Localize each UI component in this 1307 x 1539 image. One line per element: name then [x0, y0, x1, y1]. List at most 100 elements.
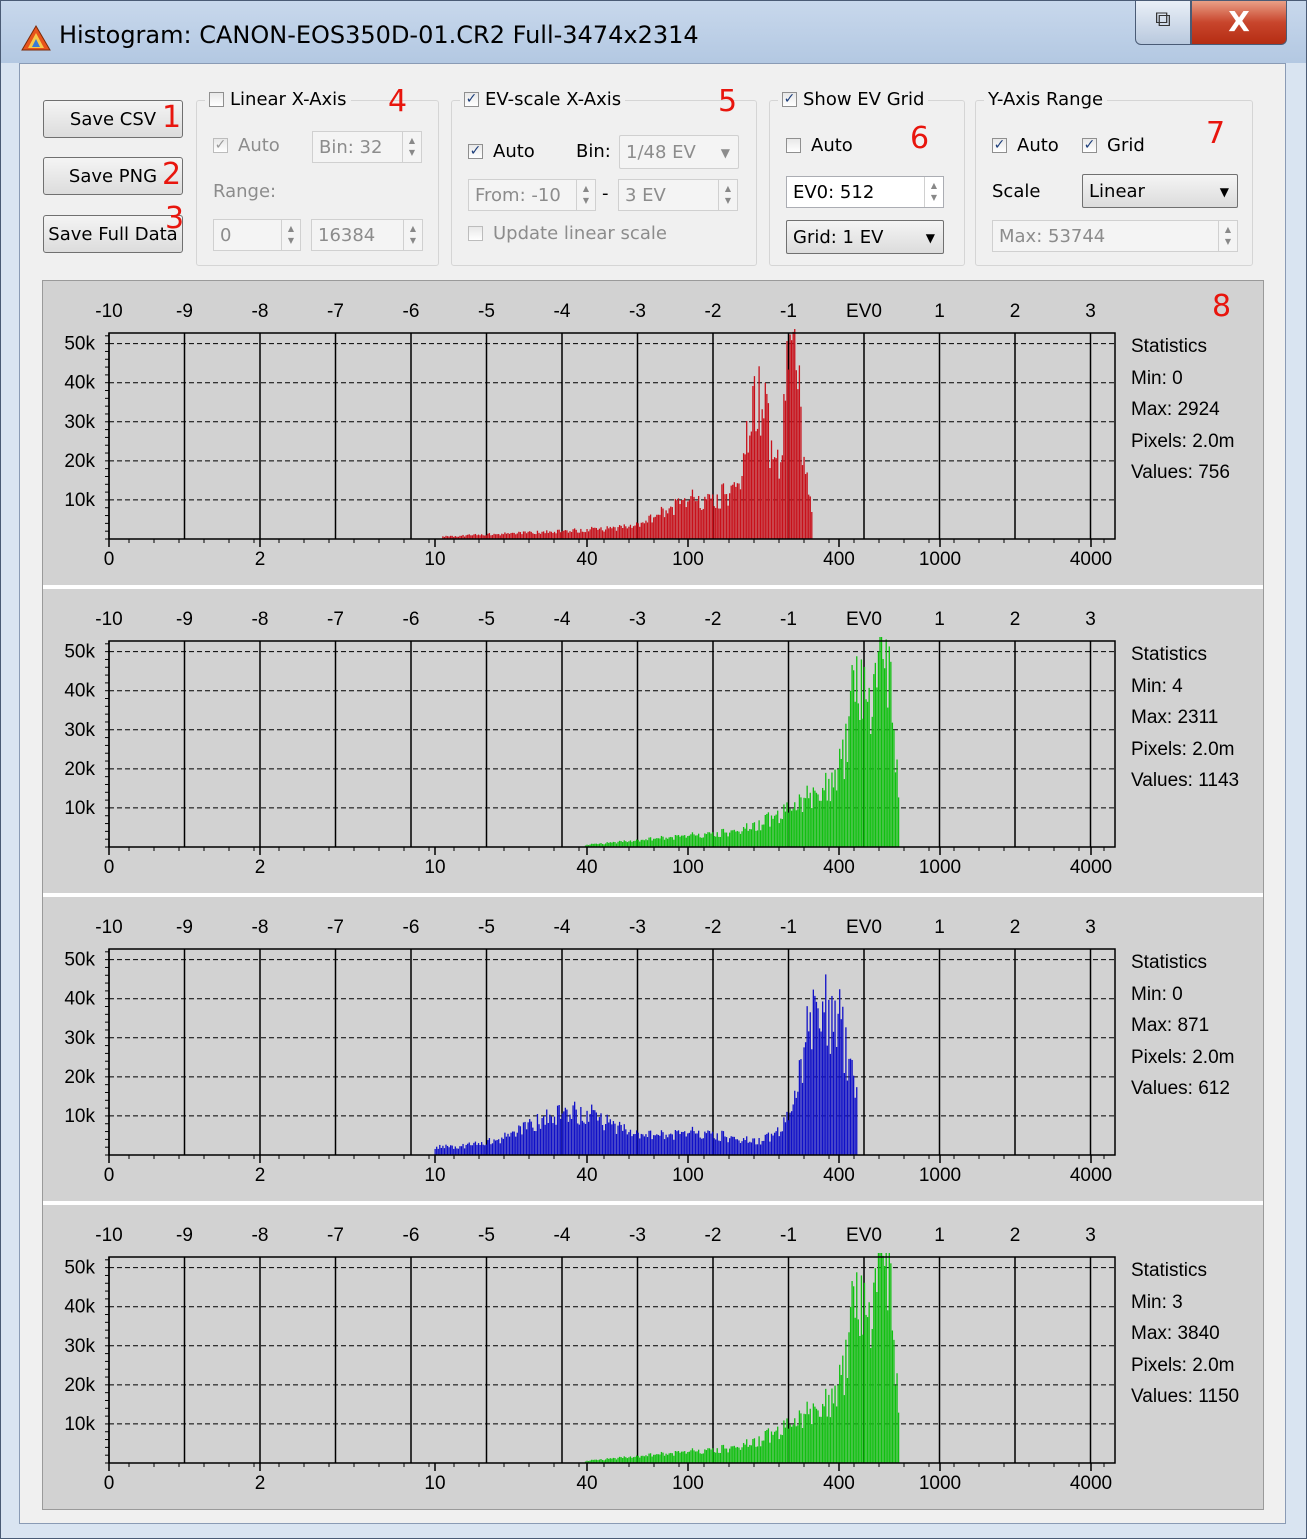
show-ev-grid-checkbox[interactable]: ✓: [782, 91, 797, 107]
ev-axis-title[interactable]: ✓ EV-scale X-Axis: [460, 89, 626, 110]
histogram-bar: [468, 1142, 470, 1155]
ev-bin-combo[interactable]: 1/48 EV ▼: [619, 135, 739, 169]
save-png-button[interactable]: Save PNG: [43, 157, 183, 195]
histogram-bar: [888, 646, 890, 847]
y-tick-label: 10k: [64, 1106, 95, 1127]
update-linear-option[interactable]: Update linear scale: [468, 223, 667, 244]
histogram-bar: [622, 842, 624, 847]
spinner-arrows-icon[interactable]: ▲ ▼: [403, 220, 422, 250]
scale-combo[interactable]: Linear ▼: [1082, 174, 1238, 208]
statistics-block: Statistics Min: 0 Max: 871 Pixels: 2.0m Valu…: [1131, 947, 1234, 1105]
histogram-bar: [780, 1131, 782, 1155]
linear-axis-checkbox[interactable]: [209, 92, 224, 107]
histogram-bar: [882, 658, 884, 847]
ev-tick-label: 2: [1010, 917, 1021, 938]
histogram-bar: [586, 529, 588, 539]
ev0-spinner[interactable]: EV0: 512 ▲ ▼: [786, 176, 944, 208]
histogram-bar: [769, 468, 771, 539]
histogram-bar: [732, 484, 734, 539]
ev-grid-title[interactable]: ✓ Show EV Grid: [778, 89, 929, 110]
spinner-arrows-icon[interactable]: ▲ ▼: [1218, 221, 1237, 251]
histogram-bar: [760, 1446, 762, 1463]
ev-auto-option[interactable]: ✓ Auto: [468, 141, 535, 162]
linear-auto-option[interactable]: ✓ Auto: [213, 135, 280, 156]
stat-pixels: Pixels: 2.0m: [1131, 738, 1235, 760]
histogram-bar: [676, 500, 678, 539]
spinner-arrows-icon[interactable]: ▲ ▼: [924, 177, 943, 207]
y-auto-option[interactable]: ✓ Auto: [992, 135, 1059, 156]
ev-grid-auto-checkbox[interactable]: [786, 138, 801, 153]
histogram-bar: [626, 1458, 628, 1463]
histogram-bar: [654, 516, 656, 539]
histogram-bar: [806, 1401, 808, 1463]
histogram-bar: [857, 703, 859, 847]
y-auto-checkbox[interactable]: ✓: [992, 137, 1007, 153]
y-grid-option[interactable]: ✓ Grid: [1082, 135, 1145, 156]
histogram-bar: [766, 1429, 768, 1463]
histogram-bar: [815, 1001, 818, 1155]
histogram-bar: [698, 495, 700, 539]
histogram-bar: [512, 532, 514, 539]
histogram-bar: [581, 531, 584, 539]
ev-auto-checkbox[interactable]: ✓: [468, 143, 483, 159]
histogram-bar: [587, 1461, 590, 1463]
histogram-bar: [758, 366, 760, 539]
ev-axis-checkbox[interactable]: ✓: [464, 91, 479, 107]
histogram-bars-green2: [584, 1253, 900, 1463]
y-max-spinner[interactable]: Max: 53744 ▲ ▼: [992, 220, 1238, 252]
histogram-bar: [704, 833, 706, 847]
histogram-bar: [677, 1450, 680, 1463]
histogram-bar: [814, 995, 816, 1155]
histogram-bar: [894, 772, 897, 847]
linear-tick-label: 40: [576, 549, 597, 570]
histogram-bar: [764, 814, 766, 847]
histogram-bar: [676, 835, 678, 847]
linear-axis-title[interactable]: Linear X-Axis: [205, 89, 351, 110]
histogram-bar: [629, 1456, 632, 1463]
histogram-bar: [597, 1460, 599, 1463]
spinner-arrows-icon[interactable]: ▲ ▼: [281, 220, 300, 250]
histogram-bar: [849, 1058, 852, 1155]
histogram-bar: [484, 535, 486, 539]
histogram-bar: [587, 845, 590, 847]
range-to-spinner[interactable]: 16384 ▲ ▼: [311, 219, 423, 251]
spinner-arrows-icon[interactable]: ▲ ▼: [718, 180, 737, 210]
histogram-bar: [532, 533, 534, 539]
save-csv-button[interactable]: Save CSV: [43, 100, 183, 138]
linear-bin-spinner[interactable]: Bin: 32 ▲ ▼: [312, 131, 422, 163]
histogram-bar: [691, 832, 694, 847]
histogram-bar: [636, 522, 638, 539]
histogram-bar: [747, 452, 749, 539]
histogram-bar: [711, 1448, 714, 1463]
histogram-bar: [530, 531, 532, 539]
histogram-bar: [755, 431, 757, 539]
y-grid-checkbox[interactable]: ✓: [1082, 137, 1097, 153]
histogram-bar: [549, 531, 551, 539]
linear-auto-checkbox[interactable]: ✓: [213, 137, 228, 153]
save-full-data-button[interactable]: Save Full Data: [43, 215, 183, 253]
histogram-bar: [791, 340, 793, 539]
ev-from-spinner[interactable]: From: -10 ▲ ▼: [468, 179, 596, 211]
grid-combo[interactable]: Grid: 1 EV ▼: [786, 220, 944, 254]
range-from-spinner[interactable]: 0 ▲ ▼: [213, 219, 301, 251]
ev-to-value: 3 EV: [625, 184, 666, 206]
histogram-bar: [766, 393, 768, 539]
histogram-bar: [606, 842, 608, 847]
histogram-bar: [742, 1138, 745, 1155]
histogram-bar: [842, 1355, 844, 1463]
histogram-bar: [800, 797, 802, 847]
histogram-bar: [555, 1124, 557, 1155]
histogram-bar: [665, 510, 667, 539]
restore-button[interactable]: ⧉: [1135, 1, 1191, 45]
annotation-7: 7: [1206, 116, 1226, 151]
spinner-arrows-icon[interactable]: ▲ ▼: [576, 180, 595, 210]
ev-grid-auto-option[interactable]: Auto: [786, 135, 853, 156]
histogram-bar: [722, 483, 725, 539]
histogram-plot-green: -10 -9 -8 -7 -6 -5 -4 -3 -2 -1 EV0 1 2 3 50k 40k 30k 20k 1…: [64, 609, 1116, 878]
close-button[interactable]: X: [1191, 1, 1287, 45]
ev-to-spinner[interactable]: 3 EV ▲ ▼: [618, 179, 738, 211]
update-linear-checkbox[interactable]: [468, 226, 483, 241]
spinner-arrows-icon[interactable]: ▲ ▼: [402, 132, 421, 162]
title-bar[interactable]: Histogram: CANON-EOS350D-01.CR2 Full-347…: [1, 1, 1306, 63]
histogram-bar: [649, 514, 652, 539]
